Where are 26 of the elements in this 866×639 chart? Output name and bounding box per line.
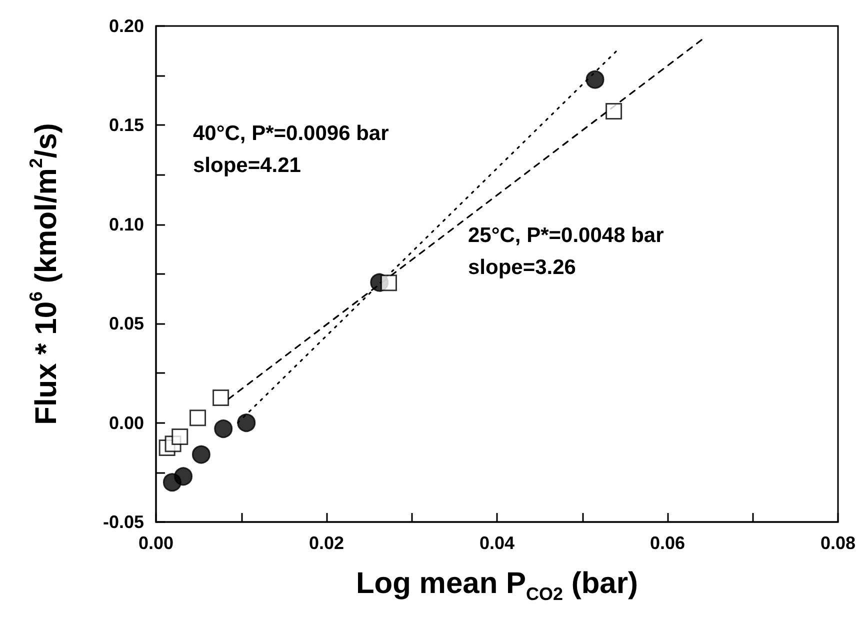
- x-tick-label: 0.08: [820, 533, 856, 553]
- annotation: 25°C, P*=0.0048 bar: [468, 224, 664, 247]
- y-axis-title: Flux * 106 (kmol/m2/s): [26, 123, 63, 425]
- x-tick-label: 0.02: [308, 533, 344, 553]
- point: [190, 410, 206, 426]
- point: [212, 390, 230, 406]
- point: [214, 420, 233, 438]
- x-tick-label: 0.00: [138, 533, 174, 553]
- y-tick-label: 0.05: [108, 314, 144, 334]
- y-tick-label: 0.15: [108, 115, 144, 136]
- x-tick-label: 0.06: [650, 533, 686, 553]
- point: [174, 467, 193, 486]
- y-tick-label: 0.20: [108, 16, 144, 36]
- x-tick-label: 0.04: [479, 533, 515, 553]
- annotation: slope=3.26: [468, 256, 576, 279]
- y-tick-label: 0.00: [108, 412, 144, 433]
- annotation: slope=4.21: [193, 154, 302, 177]
- point: [237, 414, 256, 432]
- point: [192, 445, 210, 464]
- point: [172, 428, 188, 445]
- annotation: 40°C, P*=0.0096 bar: [193, 122, 389, 145]
- y-tick-label: 0.10: [108, 214, 144, 234]
- point: [586, 70, 604, 89]
- point: [606, 103, 622, 120]
- y-tick-label: -0.05: [102, 512, 144, 532]
- point: [380, 274, 397, 292]
